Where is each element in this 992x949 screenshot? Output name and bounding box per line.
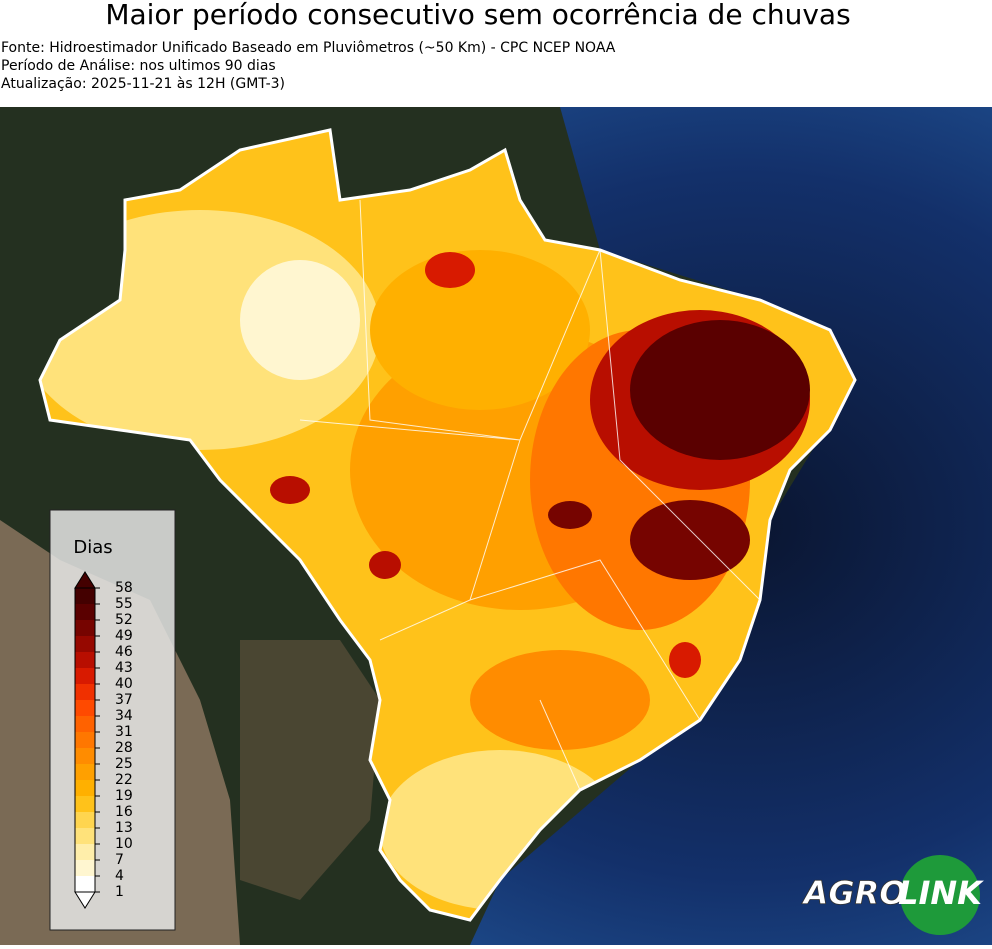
color-band (75, 684, 95, 700)
logo-right: LINK (898, 874, 984, 912)
colorbar-tick-label: 1 (115, 884, 124, 900)
color-band (75, 860, 95, 876)
logo-circle (900, 855, 980, 935)
color-band (75, 652, 95, 668)
colorbar-tick-label: 16 (115, 804, 133, 820)
logo-left: AGRO (801, 874, 907, 912)
color-band (75, 700, 95, 716)
colorbar-tick-label: 52 (115, 612, 133, 628)
update-line: Atualização: 2025-11-21 às 12H (GMT-3) (1, 76, 285, 92)
colorbar-tick-label: 4 (115, 868, 124, 884)
color-band (75, 604, 95, 620)
colorbar-box (49, 509, 176, 931)
colorbar-tick-label: 34 (115, 708, 133, 724)
colorbar-tick-label: 13 (115, 820, 133, 836)
color-band (75, 796, 95, 812)
period-line: Período de Análise: nos ultimos 90 dias (1, 58, 276, 74)
colorbar-tick-label: 10 (115, 836, 133, 852)
color-band (75, 588, 95, 604)
colorbar-tick-label: 46 (115, 644, 133, 660)
title: Maior período consecutivo sem ocorrência… (105, 0, 850, 31)
colorbar-tick-label: 58 (115, 580, 133, 596)
plains (240, 640, 380, 900)
color-band (75, 716, 95, 732)
colorbar-tick-label: 43 (115, 660, 133, 676)
color-band (75, 668, 95, 684)
colorbar-tick-label: 31 (115, 724, 133, 740)
colorbar-tick-label: 22 (115, 772, 133, 788)
colorbar-tick-label: 40 (115, 676, 133, 692)
colorbar-tick-label: 7 (115, 852, 124, 868)
colorbar-tick-label: 19 (115, 788, 133, 804)
color-band (75, 732, 95, 748)
border (38, 128, 857, 922)
color-band (75, 876, 95, 892)
colorbar-tick-label: 28 (115, 740, 133, 756)
color-band (75, 620, 95, 636)
color-band (75, 748, 95, 764)
source-line: Fonte: Hidroestimador Unificado Baseado … (1, 40, 616, 56)
colorbar-tick-label: 55 (115, 596, 133, 612)
color-band (75, 636, 95, 652)
colorbar-outline (74, 587, 96, 893)
state-borders (299, 199, 761, 791)
color-band (75, 844, 95, 860)
color-band (75, 780, 95, 796)
colorbar-tick-label: 37 (115, 692, 133, 708)
colorbar-label: Dias (73, 537, 112, 558)
colorbar-tick-label: 49 (115, 628, 133, 644)
color-band (75, 764, 95, 780)
color-band (75, 828, 95, 844)
colorbar-tick-label: 25 (115, 756, 133, 772)
color-band (75, 812, 95, 828)
